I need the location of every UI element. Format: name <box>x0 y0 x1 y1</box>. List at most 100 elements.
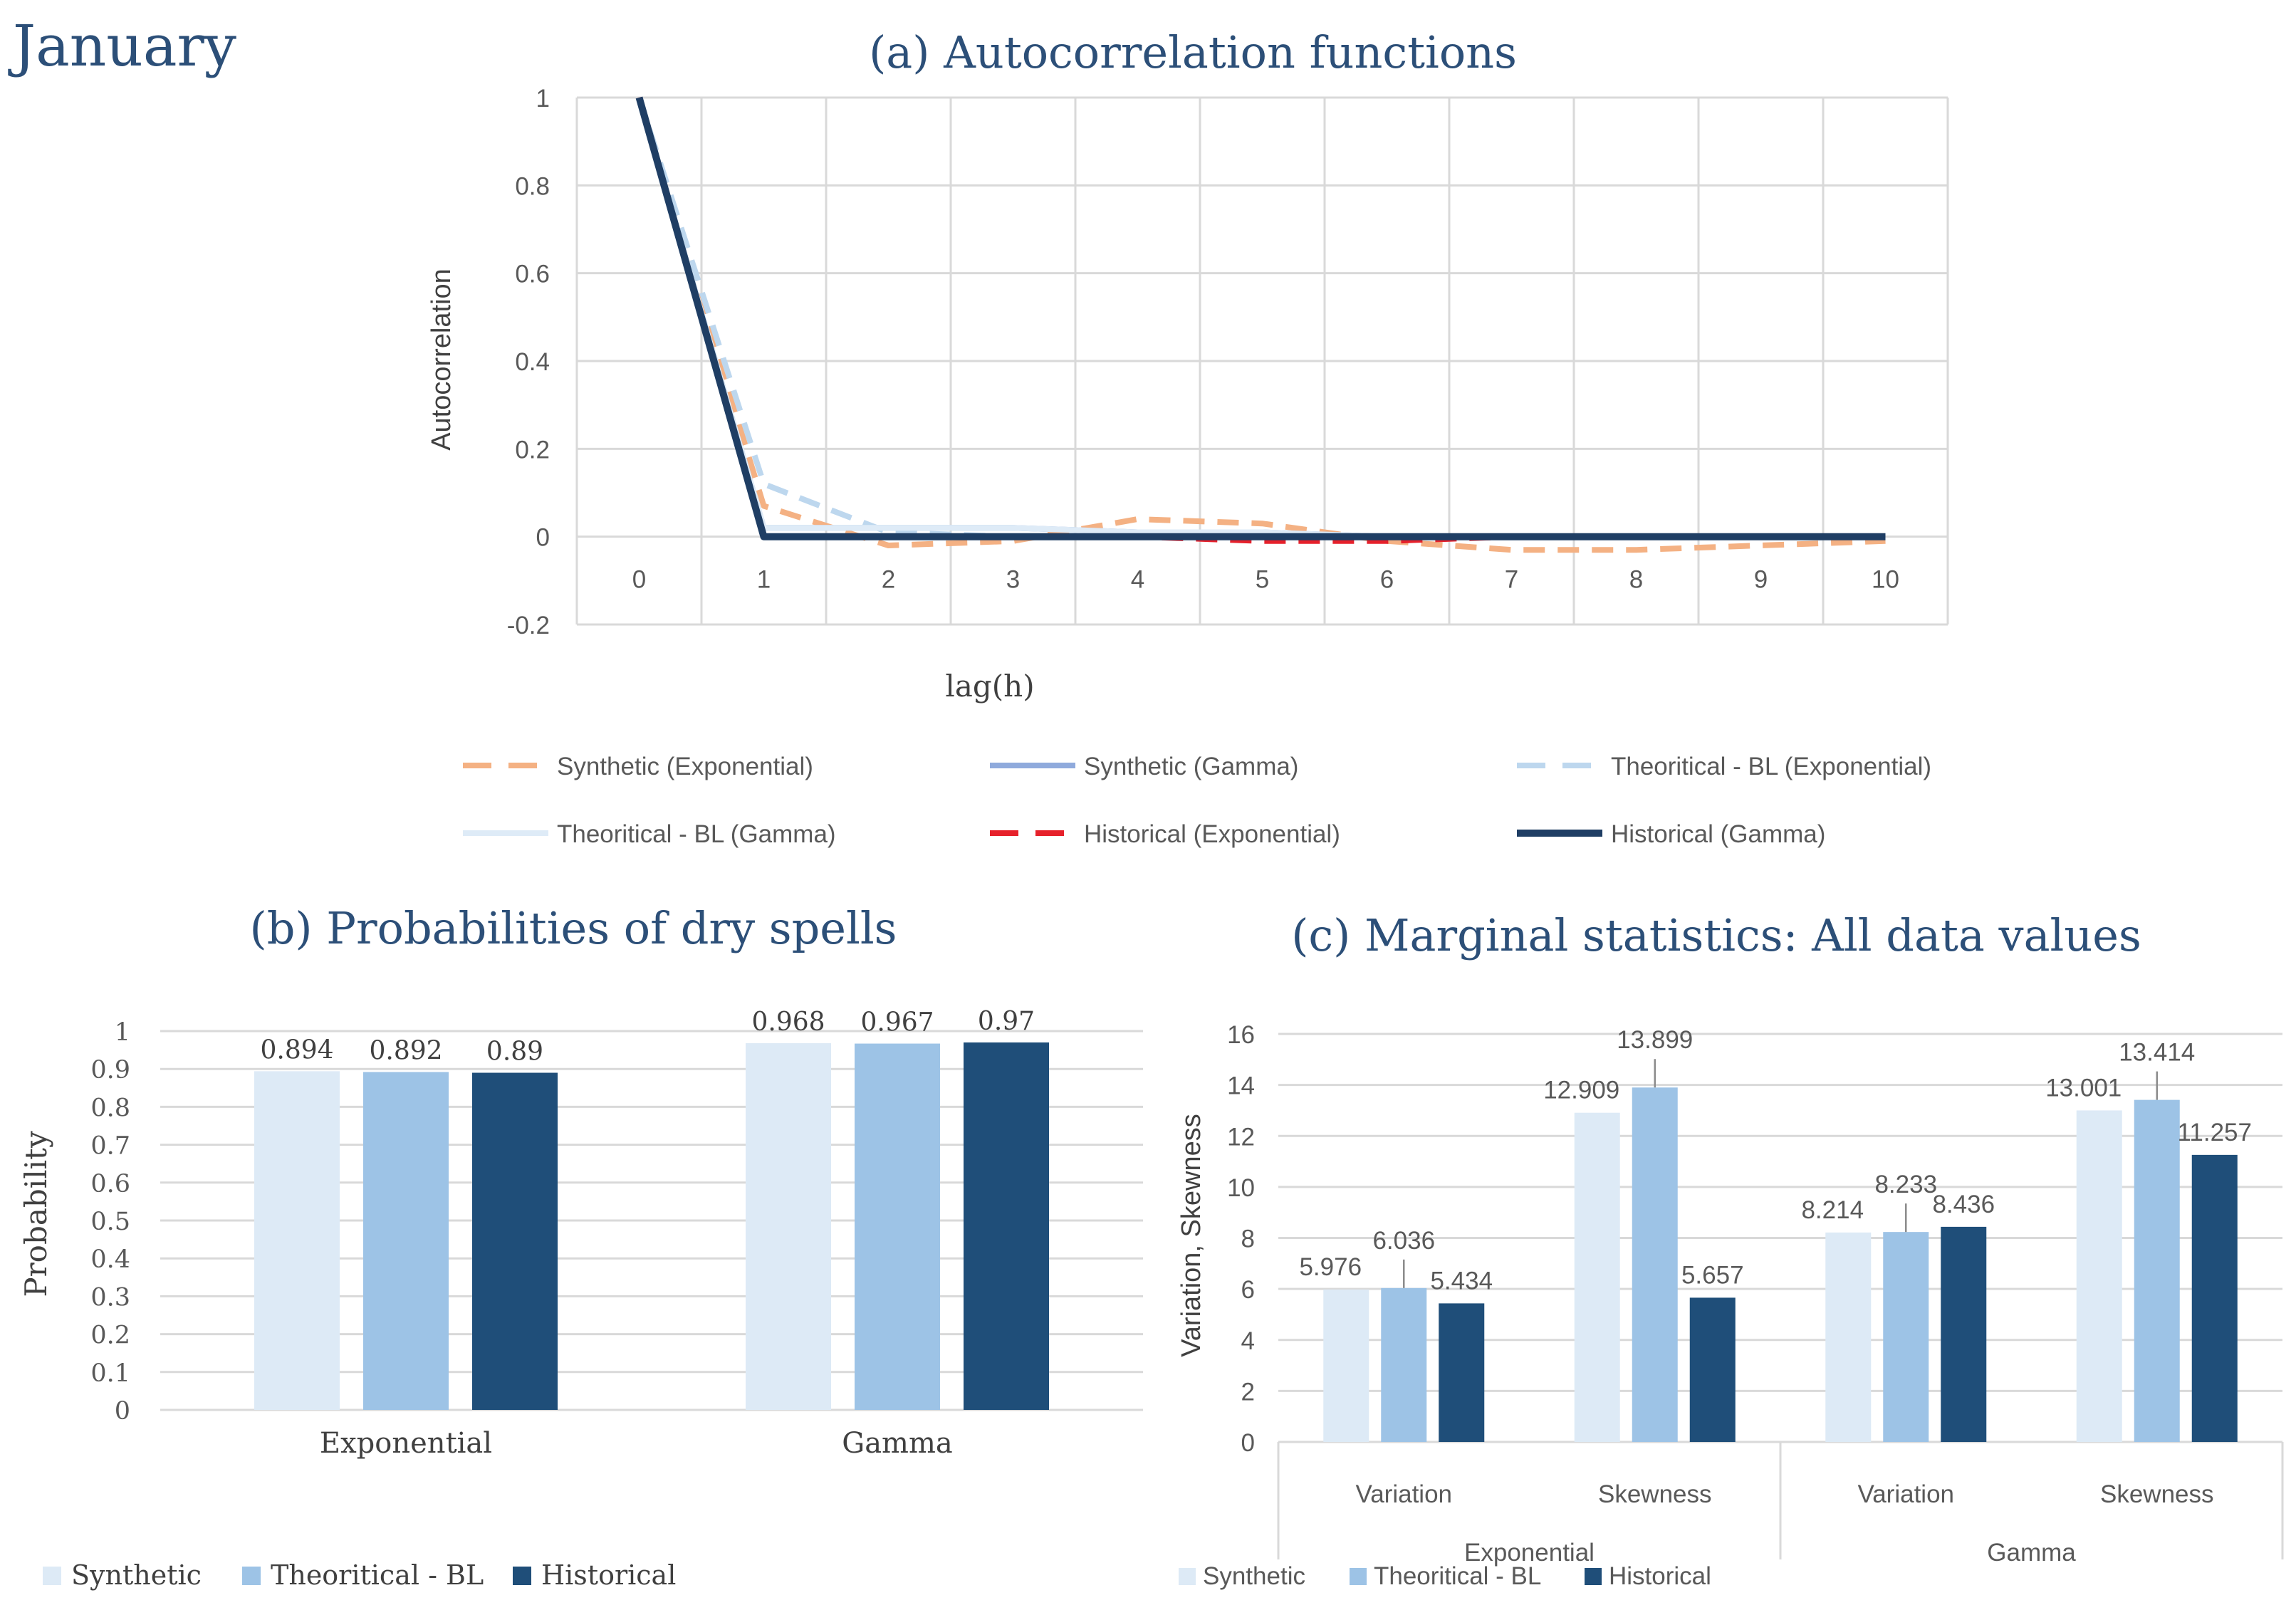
chart-c-data-labels: 5.976 6.036 5.434 12.909 13.899 5.657 8.214 8.2… <box>1299 1026 2252 1295</box>
chart-a-legend-label: Synthetic (Exponential) <box>557 753 813 780</box>
chart-b-y-tick-label: 1 <box>115 1018 130 1047</box>
chart-b-legend-label: Theoritical - BL <box>271 1559 484 1591</box>
marginal-statistics-chart: (c) Marginal statistics: All data values… <box>1176 909 2284 1590</box>
chart-a-y-tick-label: 0 <box>536 524 550 552</box>
chart-b-y-axis-label: Probability <box>19 1131 53 1297</box>
chart-c-data-label: 5.657 <box>1681 1261 1744 1289</box>
chart-c-title: (c) Marginal statistics: All data values <box>1291 909 2141 961</box>
chart-c-y-axis-label: Variation, Skewness <box>1176 1114 1206 1357</box>
chart-b-data-label: 0.89 <box>486 1037 543 1067</box>
chart-c-data-label: 8.436 <box>1932 1191 1995 1218</box>
chart-c-bars <box>1323 1087 2238 1442</box>
chart-c-data-label: 5.434 <box>1430 1267 1493 1295</box>
chart-b-y-tick-label: 0.3 <box>90 1283 130 1312</box>
chart-a-x-tick-label: 6 <box>1380 566 1394 594</box>
chart-b-bar <box>964 1042 1049 1410</box>
chart-a-legend-label: Historical (Exponential) <box>1084 820 1340 848</box>
chart-c-bar <box>1941 1226 1987 1442</box>
chart-a-x-tick-label: 4 <box>1131 566 1144 594</box>
chart-c-y-tick-label: 14 <box>1227 1072 1255 1100</box>
chart-a-x-tick-label: 1 <box>757 566 771 594</box>
chart-c-y-tick-label: 2 <box>1241 1378 1255 1406</box>
chart-a-legend: Synthetic (Exponential) Synthetic (Gamma)… <box>463 753 1931 848</box>
chart-c-data-label: 5.976 <box>1299 1253 1362 1281</box>
chart-b-x-tick-label: Gamma <box>842 1427 953 1460</box>
chart-c-bar <box>1323 1289 1369 1442</box>
chart-a-x-tick-label: 5 <box>1256 566 1269 594</box>
chart-c-y-tick-label: 6 <box>1241 1276 1255 1304</box>
chart-c-group-label: Exponential <box>1464 1539 1595 1567</box>
chart-b-data-label: 0.894 <box>260 1035 333 1065</box>
chart-a-series-line <box>636 96 1886 540</box>
chart-b-bar <box>254 1071 340 1410</box>
chart-b-bar <box>746 1043 831 1410</box>
chart-c-y-tick-label: 8 <box>1241 1225 1255 1253</box>
chart-c-y-tick-label: 16 <box>1227 1021 1255 1049</box>
chart-a-x-axis-label: lag(h) <box>945 669 1034 704</box>
chart-b-data-label: 0.97 <box>978 1007 1035 1036</box>
dry-spell-probability-chart: (b) Probabilities of dry spells 1 0.9 0.8 0… <box>19 902 1143 1591</box>
chart-c-data-label: 13.899 <box>1617 1026 1693 1054</box>
chart-c-bar <box>1689 1297 1736 1442</box>
chart-b-y-tick-label: 0.7 <box>90 1132 130 1161</box>
chart-b-legend-label: Historical <box>541 1559 676 1591</box>
chart-c-bar <box>1381 1287 1427 1442</box>
chart-c-x-tick-label: Variation <box>1355 1480 1452 1508</box>
chart-c-x-ticks: Variation Skewness Variation Skewness Expone… <box>1277 1442 2284 1567</box>
chart-c-bar <box>1574 1112 1620 1442</box>
chart-b-bars <box>254 1042 1049 1410</box>
chart-c-legend-label: Historical <box>1609 1562 1711 1590</box>
chart-c-bar <box>2076 1110 2122 1442</box>
chart-c-y-tick-label: 10 <box>1227 1174 1255 1202</box>
chart-c-y-ticks: 16 14 12 10 8 6 4 2 0 <box>1227 1021 1255 1457</box>
page-title: January <box>8 13 236 79</box>
chart-b-y-tick-label: 0.1 <box>90 1359 130 1388</box>
chart-b-data-label: 0.892 <box>369 1036 442 1065</box>
chart-a-legend-label: Theoritical - BL (Exponential) <box>1611 753 1931 780</box>
chart-c-bar <box>1825 1232 1872 1442</box>
chart-c-x-tick-label: Skewness <box>2100 1480 2214 1508</box>
chart-a-legend-label: Historical (Gamma) <box>1611 820 1825 848</box>
chart-a-x-tick-label: 10 <box>1872 566 1899 594</box>
chart-c-bar <box>2191 1154 2238 1442</box>
chart-b-y-tick-label: 0.6 <box>90 1170 130 1198</box>
chart-a-x-tick-label: 7 <box>1505 566 1518 594</box>
chart-c-data-label: 13.001 <box>2045 1074 2122 1102</box>
chart-b-y-tick-label: 0 <box>115 1397 130 1426</box>
chart-a-x-tick-label: 9 <box>1754 566 1768 594</box>
chart-b-legend-label: Synthetic <box>71 1559 202 1591</box>
chart-c-group-label: Gamma <box>1987 1539 2076 1567</box>
chart-c-bar <box>1439 1303 1485 1442</box>
chart-b-bar <box>855 1043 940 1410</box>
chart-b-bar <box>472 1072 558 1410</box>
chart-b-y-tick-label: 0.8 <box>90 1094 130 1122</box>
chart-c-data-label: 8.233 <box>1874 1171 1937 1198</box>
chart-c-legend-swatch <box>1585 1568 1602 1585</box>
chart-b-y-tick-label: 0.4 <box>90 1245 130 1274</box>
chart-b-data-label: 0.967 <box>860 1008 934 1037</box>
chart-b-x-ticks: Exponential Gamma <box>320 1427 953 1460</box>
chart-a-x-tick-label: 8 <box>1629 566 1643 594</box>
chart-a-legend-label: Synthetic (Gamma) <box>1084 753 1298 780</box>
chart-c-y-tick-label: 4 <box>1241 1327 1255 1355</box>
chart-c-bar <box>2134 1099 2180 1442</box>
chart-a-x-ticks: 0 1 2 3 4 5 6 7 8 9 10 <box>632 566 1899 594</box>
chart-c-data-label: 12.909 <box>1543 1077 1619 1104</box>
chart-a-x-tick-label: 3 <box>1006 566 1020 594</box>
chart-c-legend-swatch <box>1350 1568 1367 1585</box>
chart-c-x-tick-label: Variation <box>1857 1480 1954 1508</box>
chart-b-legend: Synthetic Theoritical - BL Historical <box>43 1559 676 1591</box>
chart-a-y-tick-label: 0.8 <box>515 172 550 200</box>
chart-a-y-tick-label: 0.4 <box>515 348 550 376</box>
chart-c-y-tick-label: 12 <box>1227 1123 1255 1151</box>
chart-b-y-tick-label: 0.5 <box>90 1208 130 1236</box>
chart-c-legend-swatch <box>1179 1568 1196 1585</box>
chart-a-x-tick-label: 2 <box>882 566 895 594</box>
chart-a-series-line <box>635 96 1886 540</box>
chart-a-y-tick-label: 0.6 <box>515 261 550 288</box>
chart-c-legend: Synthetic Theoritical - BL Historical <box>1179 1562 1711 1590</box>
chart-b-data-label: 0.968 <box>751 1008 825 1037</box>
chart-b-x-tick-label: Exponential <box>320 1427 492 1460</box>
chart-a-y-tick-label: 1 <box>536 85 550 113</box>
